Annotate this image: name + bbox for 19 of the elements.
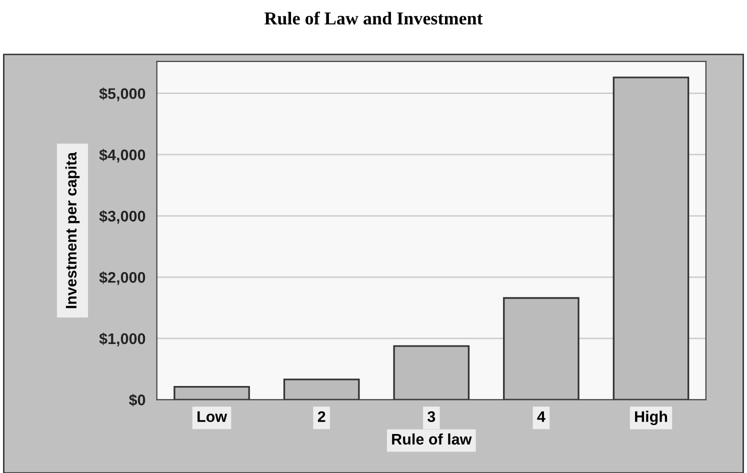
x-axis-title: Rule of law xyxy=(392,433,472,445)
y-tick-label: $3,000 xyxy=(99,210,146,224)
y-tick-label: $4,000 xyxy=(99,148,146,163)
y-tick-label: $1,000 xyxy=(99,332,146,346)
bar xyxy=(612,76,690,400)
y-axis-title: Investment per capita xyxy=(65,152,80,308)
y-tick-label: $0 xyxy=(128,394,146,406)
x-tick-label: High xyxy=(635,410,668,426)
x-tick-label: 4 xyxy=(537,411,546,422)
bar xyxy=(393,345,470,400)
x-tick-label: 2 xyxy=(318,411,326,422)
bar xyxy=(174,386,250,400)
bar xyxy=(283,378,360,400)
x-tick-label: Low xyxy=(198,411,228,422)
y-tick-label: $5,000 xyxy=(99,88,146,102)
y-tick-label: $2,000 xyxy=(99,271,146,286)
chart-title: Rule of Law and Investment xyxy=(264,12,483,25)
x-tick-label: 3 xyxy=(427,411,436,422)
bar xyxy=(503,297,580,400)
